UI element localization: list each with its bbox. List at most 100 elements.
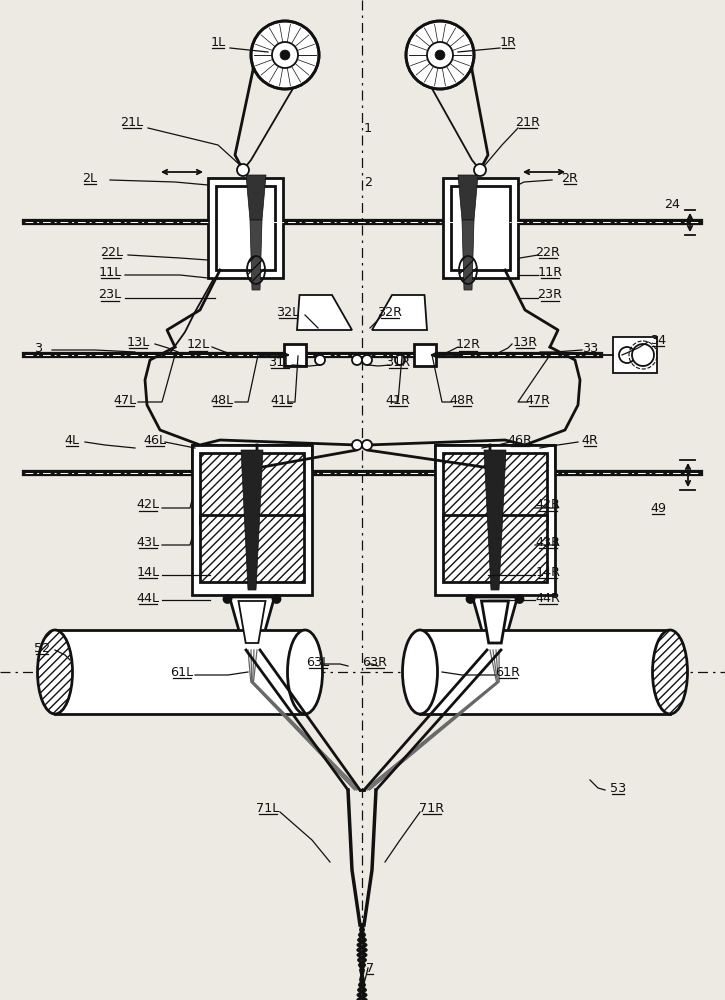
Text: 23L: 23L xyxy=(99,288,122,302)
Text: 12R: 12R xyxy=(455,338,481,352)
Text: 44R: 44R xyxy=(536,591,560,604)
Text: 21L: 21L xyxy=(120,115,144,128)
Polygon shape xyxy=(241,450,263,590)
Bar xyxy=(208,178,283,278)
Text: 1L: 1L xyxy=(210,35,225,48)
Text: 14L: 14L xyxy=(136,566,160,578)
Text: 13L: 13L xyxy=(126,336,149,349)
Circle shape xyxy=(406,21,474,89)
Text: 48L: 48L xyxy=(210,393,233,406)
Text: 52: 52 xyxy=(34,642,50,654)
Text: 4R: 4R xyxy=(581,434,598,446)
Text: 46L: 46L xyxy=(144,434,167,446)
Circle shape xyxy=(362,355,372,365)
Ellipse shape xyxy=(402,630,437,714)
Text: 31L: 31L xyxy=(268,356,291,368)
Polygon shape xyxy=(250,220,262,290)
Text: 46R: 46R xyxy=(507,434,532,446)
Text: 3: 3 xyxy=(34,342,42,355)
Circle shape xyxy=(251,21,319,89)
Text: 49: 49 xyxy=(650,502,666,514)
Text: 22L: 22L xyxy=(101,245,123,258)
Text: 11L: 11L xyxy=(99,265,122,278)
Text: 42R: 42R xyxy=(536,498,560,512)
Text: 44L: 44L xyxy=(136,591,160,604)
Text: 2: 2 xyxy=(364,176,372,188)
Polygon shape xyxy=(297,295,352,330)
Text: 13R: 13R xyxy=(513,336,537,349)
Text: 21R: 21R xyxy=(515,115,541,128)
Polygon shape xyxy=(239,601,265,643)
Text: 7: 7 xyxy=(366,962,374,974)
Circle shape xyxy=(315,355,325,365)
Bar xyxy=(420,630,670,714)
Text: 53: 53 xyxy=(610,782,626,794)
Polygon shape xyxy=(462,220,474,290)
Bar xyxy=(55,630,305,714)
Text: 31R: 31R xyxy=(386,356,410,368)
Ellipse shape xyxy=(288,630,323,714)
Text: 32R: 32R xyxy=(378,306,402,318)
Circle shape xyxy=(474,164,486,176)
Text: 41R: 41R xyxy=(386,393,410,406)
Text: 24: 24 xyxy=(664,198,680,212)
Text: 41L: 41L xyxy=(270,393,294,406)
Circle shape xyxy=(223,595,231,603)
Circle shape xyxy=(352,440,362,450)
Text: 47R: 47R xyxy=(526,393,550,406)
Text: 4L: 4L xyxy=(65,434,80,446)
Bar xyxy=(200,515,304,582)
Text: 42L: 42L xyxy=(136,498,160,512)
Text: 22R: 22R xyxy=(536,245,560,258)
Text: 11R: 11R xyxy=(537,265,563,278)
Bar xyxy=(443,178,518,278)
Bar xyxy=(613,337,657,373)
Text: 12L: 12L xyxy=(186,338,210,352)
Text: 71L: 71L xyxy=(257,802,280,814)
Polygon shape xyxy=(230,597,275,645)
Bar xyxy=(192,445,312,595)
Text: 1R: 1R xyxy=(500,35,516,48)
Ellipse shape xyxy=(652,630,687,714)
Bar xyxy=(443,453,547,524)
Bar xyxy=(216,186,275,270)
Polygon shape xyxy=(372,295,427,330)
Circle shape xyxy=(237,164,249,176)
Circle shape xyxy=(435,50,445,60)
Text: 33: 33 xyxy=(582,342,598,355)
Text: 43L: 43L xyxy=(136,536,160,548)
Text: 61R: 61R xyxy=(495,666,521,678)
Circle shape xyxy=(632,344,654,366)
Text: 1: 1 xyxy=(364,121,372,134)
Circle shape xyxy=(272,42,298,68)
Text: 2R: 2R xyxy=(562,172,579,184)
Text: 43R: 43R xyxy=(536,536,560,548)
Text: 23R: 23R xyxy=(537,288,563,302)
Text: 2L: 2L xyxy=(83,172,97,184)
Bar xyxy=(414,344,436,366)
Circle shape xyxy=(280,50,290,60)
Text: 32L: 32L xyxy=(276,306,299,318)
Text: 71R: 71R xyxy=(420,802,444,814)
Circle shape xyxy=(273,595,281,603)
Bar xyxy=(451,186,510,270)
Text: 63R: 63R xyxy=(362,656,387,668)
Circle shape xyxy=(362,440,372,450)
Circle shape xyxy=(395,355,405,365)
Text: 61L: 61L xyxy=(170,666,194,678)
Polygon shape xyxy=(484,450,506,590)
Text: 47L: 47L xyxy=(113,393,136,406)
Polygon shape xyxy=(473,597,518,645)
Polygon shape xyxy=(246,175,266,220)
Text: 14R: 14R xyxy=(536,566,560,578)
Bar xyxy=(284,344,306,366)
Bar xyxy=(443,515,547,582)
Bar xyxy=(435,445,555,595)
Circle shape xyxy=(466,595,474,603)
Ellipse shape xyxy=(38,630,72,714)
Circle shape xyxy=(619,347,635,363)
Bar xyxy=(200,453,304,524)
Circle shape xyxy=(352,355,362,365)
Circle shape xyxy=(427,42,453,68)
Text: 34: 34 xyxy=(650,334,666,347)
